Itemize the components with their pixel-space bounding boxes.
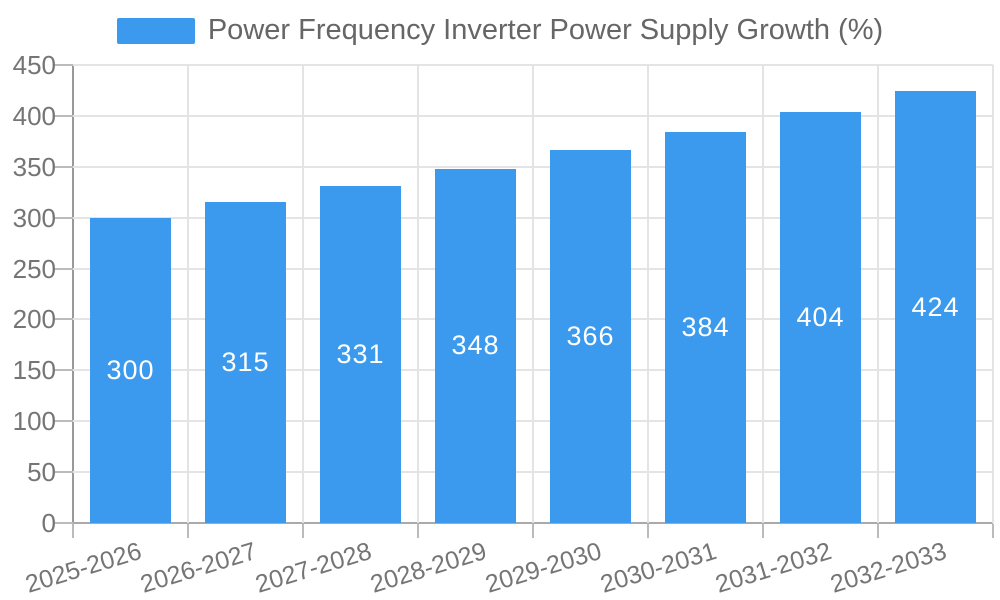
gridline-vertical xyxy=(762,65,764,523)
x-axis-label: 2025-2026 xyxy=(22,537,145,599)
x-axis-tick xyxy=(417,524,419,538)
gridline-vertical xyxy=(877,65,879,523)
x-axis-label: 2031-2032 xyxy=(712,537,835,599)
bar[interactable]: 348 xyxy=(435,168,516,523)
bar-value-label: 315 xyxy=(221,347,270,378)
x-axis-label: 2026-2027 xyxy=(137,537,260,599)
y-axis-label: 100 xyxy=(12,406,56,437)
bar-value-label: 366 xyxy=(566,321,615,352)
x-axis-label: 2032-2033 xyxy=(827,537,950,599)
y-axis-tick xyxy=(55,64,73,66)
x-axis-label: 2030-2031 xyxy=(597,537,720,599)
y-axis-label: 50 xyxy=(27,457,56,488)
bar-value-label: 424 xyxy=(911,291,960,322)
x-axis-tick xyxy=(647,524,649,538)
x-axis-tick xyxy=(532,524,534,538)
y-axis-label: 150 xyxy=(12,355,56,386)
x-axis-label: 2027-2028 xyxy=(252,537,375,599)
y-axis-tick xyxy=(55,369,73,372)
y-axis-tick xyxy=(55,420,73,423)
y-axis-tick xyxy=(55,216,73,219)
y-axis-tick xyxy=(55,165,73,168)
x-axis-label: 2028-2029 xyxy=(367,537,490,599)
gridline-vertical xyxy=(647,65,649,523)
gridline-vertical xyxy=(532,65,534,523)
bar[interactable]: 315 xyxy=(205,202,286,523)
x-axis-label: 2029-2030 xyxy=(482,537,605,599)
y-axis-label: 0 xyxy=(41,508,56,538)
x-axis-tick xyxy=(877,524,879,538)
bar[interactable]: 424 xyxy=(895,91,976,523)
legend[interactable]: Power Frequency Inverter Power Supply Gr… xyxy=(0,14,1000,47)
bar[interactable]: 300 xyxy=(90,217,171,523)
x-axis-tick xyxy=(187,524,189,538)
y-axis-label: 300 xyxy=(12,202,56,233)
bar[interactable]: 331 xyxy=(320,186,401,523)
x-axis-tick xyxy=(72,524,74,538)
bar[interactable]: 366 xyxy=(550,150,631,523)
y-axis-tick xyxy=(55,267,73,270)
x-axis-tick xyxy=(302,524,304,538)
x-axis-line xyxy=(73,522,993,524)
bar[interactable]: 404 xyxy=(780,111,861,523)
y-axis-label: 400 xyxy=(12,100,56,131)
bar-value-label: 404 xyxy=(796,301,845,332)
x-axis-tick xyxy=(992,524,994,538)
gridline-vertical xyxy=(992,65,994,523)
y-axis-line xyxy=(72,65,74,538)
y-axis-label: 350 xyxy=(12,151,56,182)
y-axis-label: 250 xyxy=(12,253,56,284)
x-axis-tick xyxy=(762,524,764,538)
bar-value-label: 331 xyxy=(336,339,385,370)
bar-value-label: 348 xyxy=(451,330,500,361)
bar[interactable]: 384 xyxy=(665,132,746,523)
gridline-vertical xyxy=(417,65,419,523)
y-axis-tick xyxy=(55,471,73,474)
plot-area: 300 315 331 348 366 384 404 424 xyxy=(73,64,994,523)
y-axis-tick xyxy=(55,114,73,117)
gridline-vertical xyxy=(302,65,304,523)
legend-label: Power Frequency Inverter Power Supply Gr… xyxy=(207,14,884,46)
legend-swatch xyxy=(116,17,195,44)
y-axis-tick xyxy=(55,318,73,321)
y-axis-label: 200 xyxy=(12,304,56,335)
bar-value-label: 384 xyxy=(681,312,730,343)
gridline-vertical xyxy=(187,65,189,523)
y-axis-tick xyxy=(55,522,73,524)
y-axis-label: 450 xyxy=(12,50,56,80)
bar-value-label: 300 xyxy=(106,354,155,385)
